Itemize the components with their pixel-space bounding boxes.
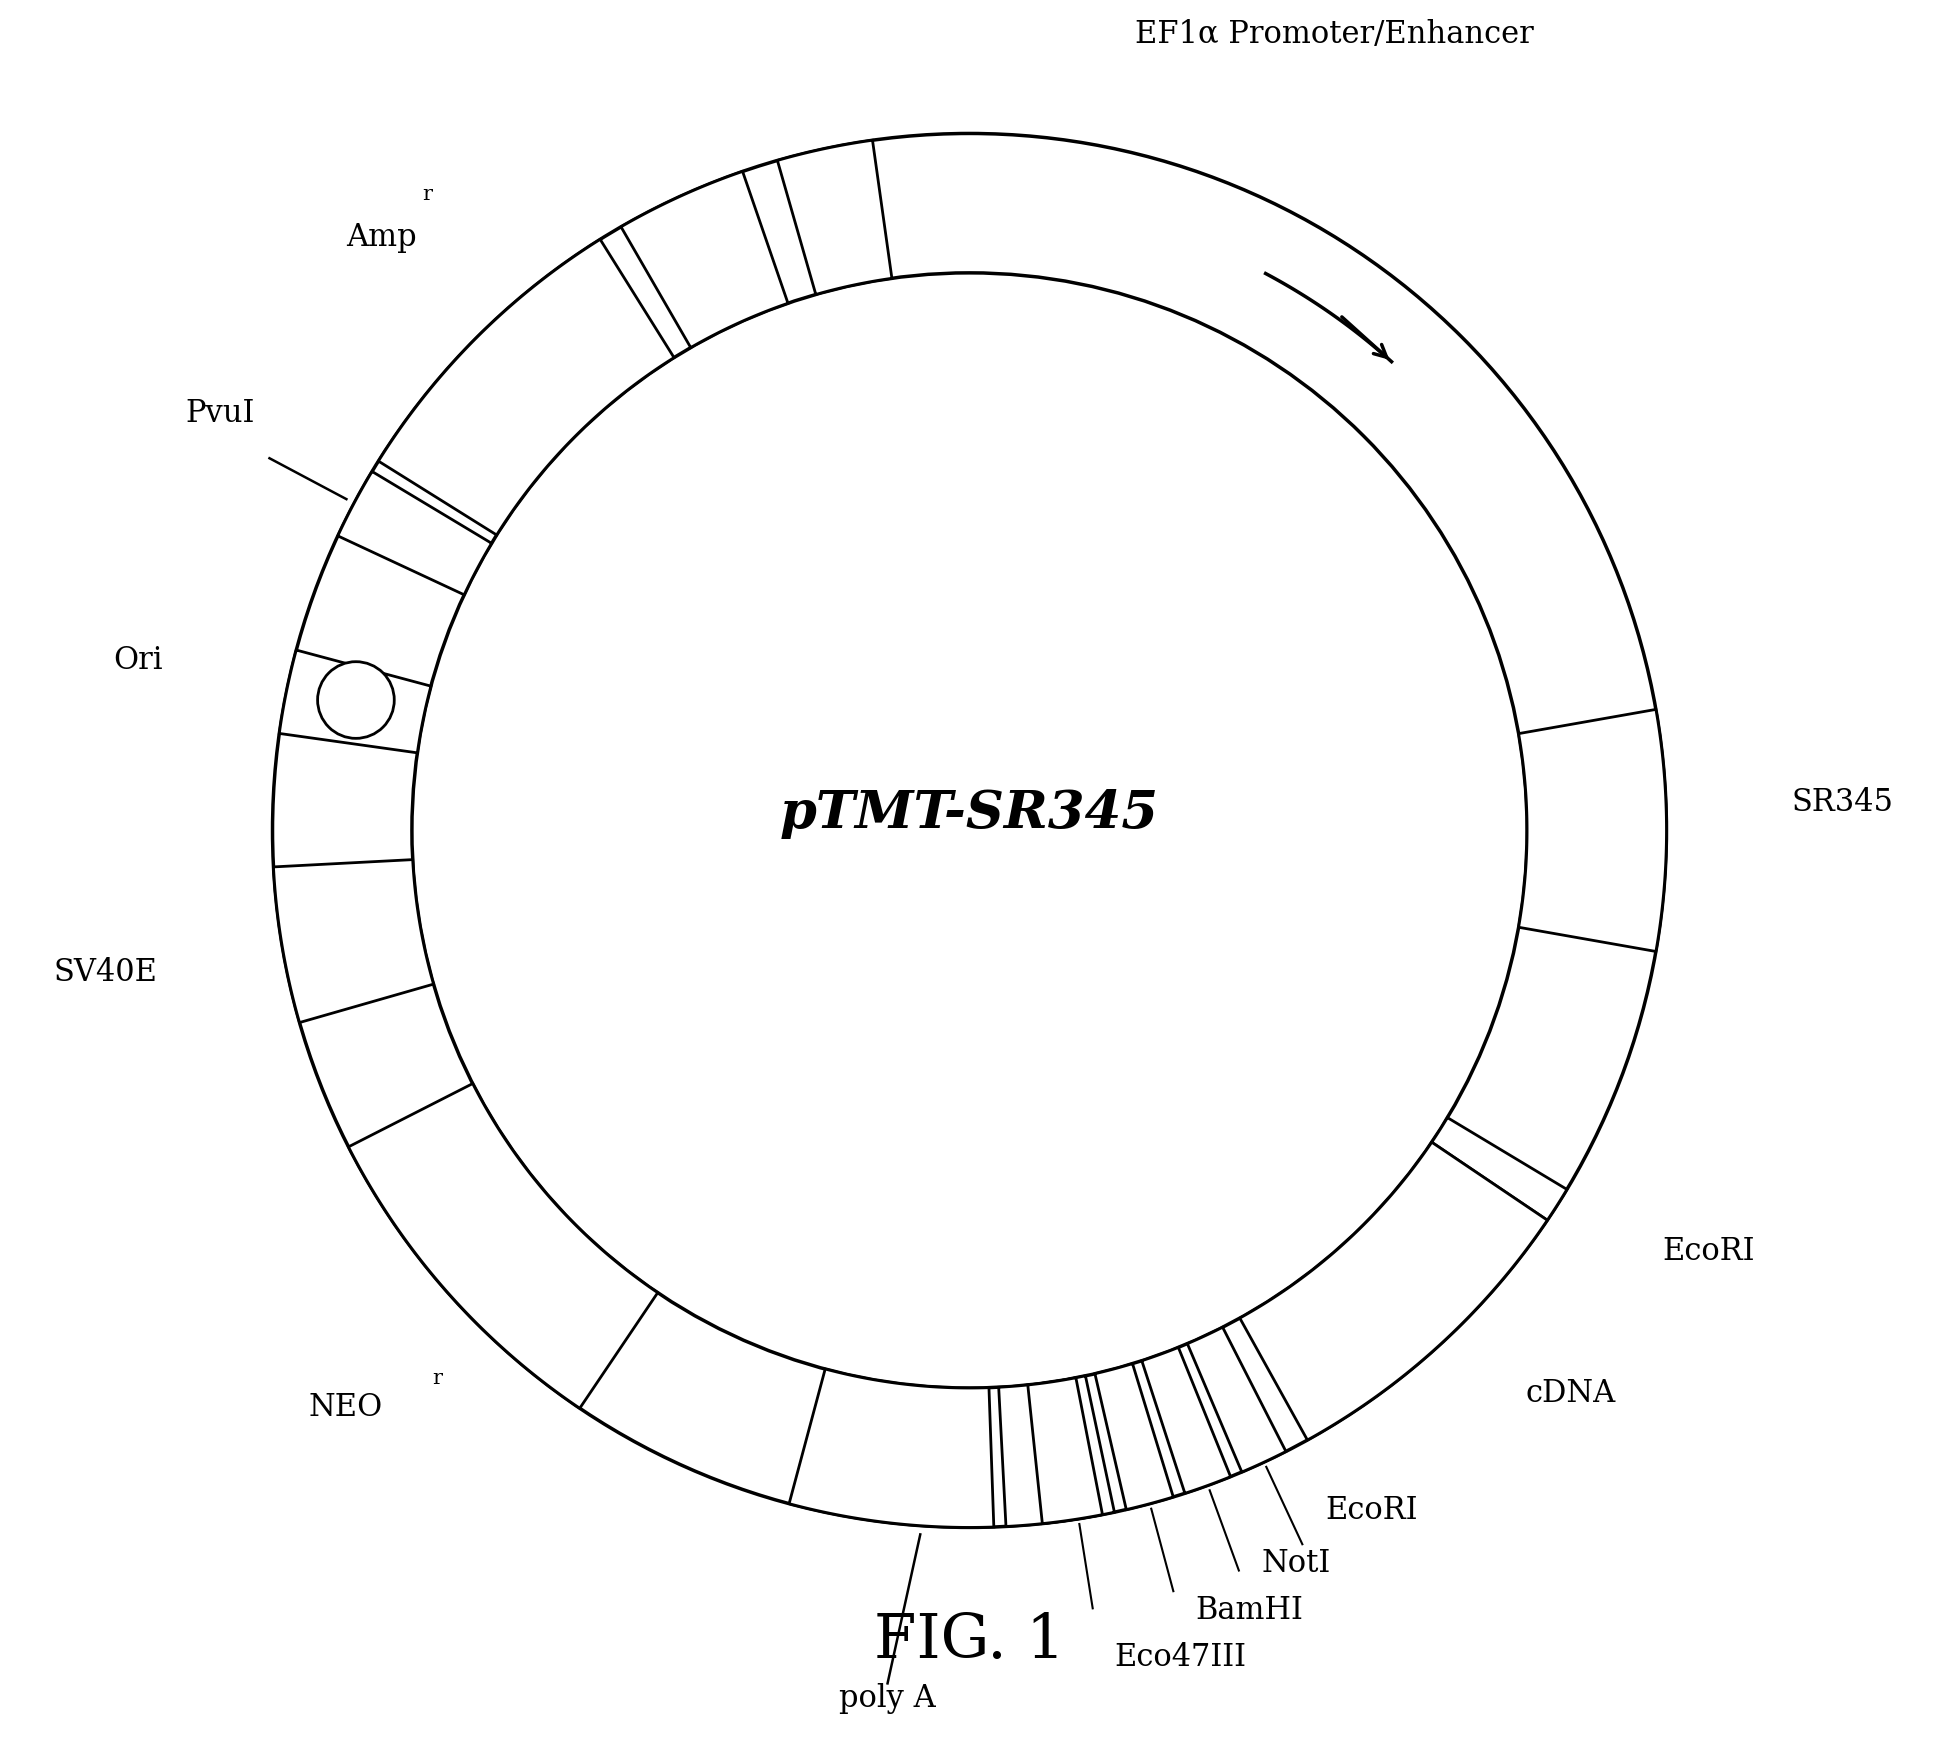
Circle shape xyxy=(318,662,394,738)
Text: Amp: Amp xyxy=(347,222,417,253)
Text: EcoRI: EcoRI xyxy=(1662,1236,1755,1267)
Polygon shape xyxy=(1142,1348,1231,1493)
Text: PvuI: PvuI xyxy=(186,399,254,430)
Text: EcoRI: EcoRI xyxy=(1326,1495,1417,1526)
Polygon shape xyxy=(1187,1327,1286,1472)
Text: BamHI: BamHI xyxy=(1196,1594,1303,1626)
Polygon shape xyxy=(789,1369,995,1528)
Polygon shape xyxy=(1239,1141,1547,1440)
Polygon shape xyxy=(620,171,787,348)
Polygon shape xyxy=(999,1376,1115,1526)
Polygon shape xyxy=(337,472,493,594)
Text: Eco47III: Eco47III xyxy=(1115,1641,1247,1673)
Polygon shape xyxy=(349,1084,657,1409)
Text: SR345: SR345 xyxy=(1792,787,1894,818)
Polygon shape xyxy=(1518,710,1666,951)
Polygon shape xyxy=(1096,1363,1173,1510)
Text: SV40E: SV40E xyxy=(54,956,157,988)
Text: poly A: poly A xyxy=(840,1683,937,1715)
Text: EF1α Promoter/Enhancer: EF1α Promoter/Enhancer xyxy=(1134,19,1534,51)
Polygon shape xyxy=(1028,1377,1103,1524)
Text: cDNA: cDNA xyxy=(1526,1379,1615,1409)
Polygon shape xyxy=(1431,1117,1567,1220)
Text: NotI: NotI xyxy=(1262,1547,1330,1578)
Text: NEO: NEO xyxy=(308,1391,382,1423)
Polygon shape xyxy=(778,140,892,294)
Text: FIG. 1: FIG. 1 xyxy=(874,1610,1065,1671)
Text: r: r xyxy=(432,1369,442,1388)
Polygon shape xyxy=(279,650,430,753)
Text: r: r xyxy=(423,185,432,205)
Text: pTMT-SR345: pTMT-SR345 xyxy=(779,788,1160,839)
Polygon shape xyxy=(273,860,434,1023)
Text: Ori: Ori xyxy=(114,645,163,676)
Polygon shape xyxy=(378,239,675,535)
